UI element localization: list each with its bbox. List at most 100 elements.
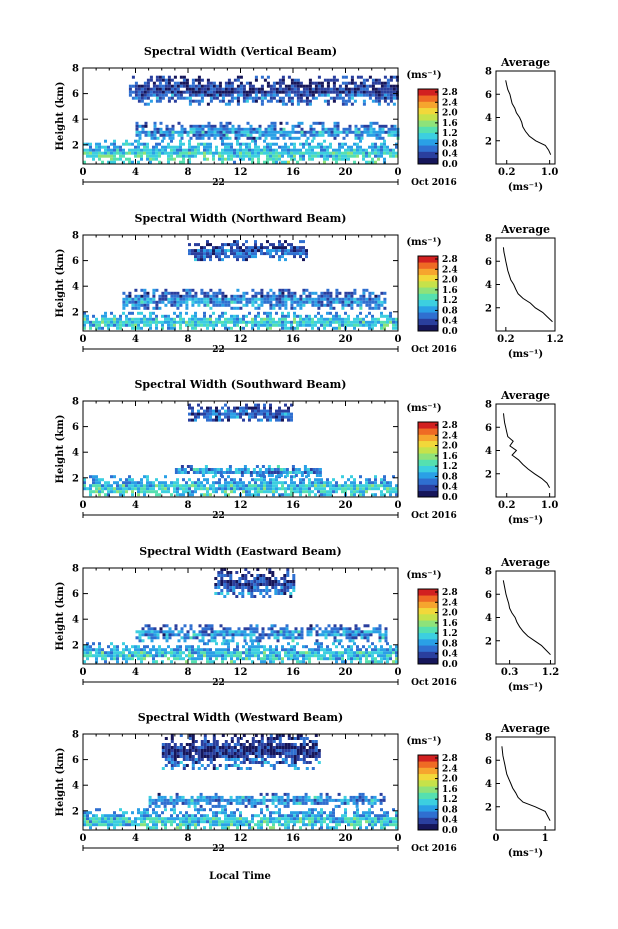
- heatmap-cell: [366, 130, 370, 134]
- heatmap-cell: [359, 297, 363, 301]
- heatmap-cell: [258, 130, 262, 134]
- heatmap-cell: [134, 139, 137, 143]
- heatmap-cell: [224, 481, 227, 485]
- heatmap-cell: [191, 145, 194, 149]
- heatmap-cell: [308, 145, 311, 149]
- heatmap-cell: [137, 90, 141, 94]
- heatmap-cell: [314, 323, 317, 327]
- heatmap-cell: [233, 255, 236, 259]
- heatmap-cell: [236, 142, 239, 146]
- heatmap-cell: [233, 249, 236, 253]
- heatmap-cell: [228, 627, 232, 631]
- heatmap-cell: [287, 154, 290, 158]
- heatmap-cell: [143, 484, 146, 488]
- heatmap-cell: [365, 487, 368, 491]
- heatmap-cell: [174, 624, 178, 628]
- colorbar-swatch: [418, 157, 438, 165]
- heatmap-cell: [233, 481, 236, 485]
- heatmap-cell: [213, 133, 217, 137]
- heatmap-cell: [155, 817, 158, 821]
- heatmap-cell: [245, 403, 248, 407]
- heatmap-cell: [332, 78, 336, 82]
- heatmap-cell: [173, 303, 177, 307]
- heatmap-cell: [119, 808, 122, 812]
- heatmap-cell: [167, 323, 170, 327]
- average-y-tick-label: 4: [485, 446, 492, 457]
- heatmap-cell: [225, 130, 229, 134]
- heatmap-cell: [144, 133, 148, 137]
- heatmap-cell: [215, 84, 219, 88]
- heatmap-cell: [107, 481, 110, 485]
- heatmap-cell: [140, 481, 143, 485]
- heatmap-cell: [347, 323, 350, 327]
- y-tick-label: 2: [72, 640, 79, 651]
- heatmap-cell: [143, 811, 146, 815]
- heatmap-cell: [215, 657, 218, 661]
- heatmap-cell: [381, 130, 385, 134]
- heatmap-cell: [260, 323, 263, 327]
- heatmap-cell: [389, 490, 392, 494]
- heatmap-cell: [275, 490, 278, 494]
- heatmap-cell: [320, 823, 323, 827]
- heatmap-cell: [128, 151, 131, 155]
- heatmap-cell: [188, 96, 192, 100]
- heatmap-cell: [275, 154, 278, 158]
- heatmap-cell: [272, 81, 276, 85]
- heatmap-cell: [131, 657, 134, 661]
- heatmap-cell: [226, 586, 230, 589]
- heatmap-cell: [248, 96, 252, 100]
- heatmap-cell: [179, 84, 183, 88]
- heatmap-cell: [131, 142, 134, 146]
- heatmap-cell: [89, 323, 92, 327]
- heatmap-cell: [236, 96, 240, 100]
- heatmap-cell: [110, 814, 113, 818]
- heatmap-cell: [128, 484, 131, 488]
- heatmap-cell: [194, 808, 197, 812]
- heatmap-cell: [104, 148, 107, 152]
- x-tick-label: 12: [234, 167, 248, 178]
- heatmap-cell: [323, 811, 326, 815]
- heatmap-cell: [321, 633, 325, 637]
- heatmap-cell: [344, 487, 347, 491]
- heatmap-cell: [383, 648, 386, 652]
- heatmap-cell: [104, 323, 107, 327]
- heatmap-cell: [155, 320, 158, 324]
- heatmap-cell: [389, 320, 392, 324]
- heatmap-cell: [257, 490, 260, 494]
- heatmap-cell: [140, 490, 143, 494]
- heatmap-cell: [290, 478, 293, 482]
- heatmap-cell: [374, 93, 378, 97]
- heatmap-cell: [314, 145, 317, 149]
- heatmap-cell: [137, 87, 141, 91]
- heatmap-cell: [395, 145, 398, 149]
- heatmap-cell: [164, 288, 168, 292]
- heatmap-cell: [198, 630, 202, 634]
- heatmap-cell: [269, 484, 272, 488]
- heatmap-cell: [207, 639, 211, 643]
- colorbar-frame: [417, 588, 439, 665]
- heatmap-cell: [131, 820, 134, 824]
- heatmap-cell: [291, 633, 295, 637]
- heatmap-cell: [152, 300, 156, 304]
- heatmap-cell: [218, 151, 221, 155]
- heatmap-cell: [332, 657, 335, 661]
- heatmap-cell: [329, 142, 332, 146]
- heatmap-cell: [320, 84, 324, 88]
- heatmap-cell: [209, 823, 212, 827]
- heatmap-cell: [209, 648, 212, 652]
- heatmap-cell: [283, 589, 287, 592]
- heatmap-cell: [371, 300, 375, 304]
- heatmap-cell: [347, 96, 351, 100]
- heatmap-cell: [213, 124, 217, 128]
- heatmap-cell: [257, 87, 261, 91]
- heatmap-cell: [335, 490, 338, 494]
- heatmap-cell: [146, 84, 150, 88]
- heatmap-cell: [291, 136, 295, 140]
- heatmap-cell: [290, 654, 293, 658]
- heatmap-cell: [269, 145, 272, 149]
- heatmap-cell: [344, 102, 348, 106]
- heatmap-cell: [320, 291, 324, 295]
- heatmap-cell: [311, 490, 314, 494]
- heatmap-cell: [266, 93, 270, 97]
- heatmap-cell: [110, 657, 113, 661]
